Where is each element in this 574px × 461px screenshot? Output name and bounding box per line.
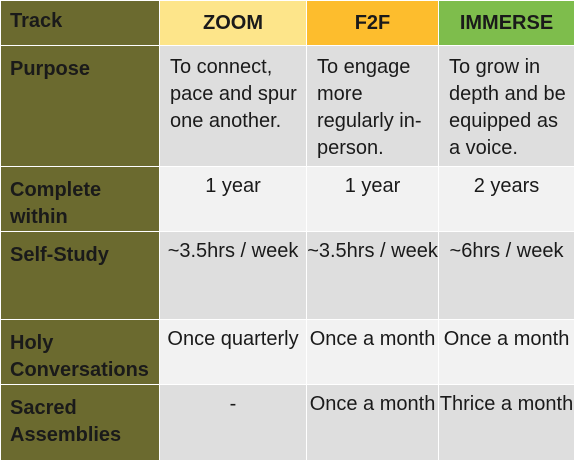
complete-within-row: Complete within 1 year 1 year 2 years — [1, 167, 574, 232]
sacred-assemblies-f2f: Once a month — [307, 385, 439, 461]
complete-within-f2f: 1 year — [307, 167, 439, 232]
purpose-f2f: To engage more regularly in-person. — [307, 46, 439, 167]
holy-conversations-label: Holy Conversations — [1, 320, 160, 385]
sacred-assemblies-label: Sacred Assemblies — [1, 385, 160, 461]
purpose-zoom: To connect, pace and spur one another. — [160, 46, 307, 167]
purpose-label: Purpose — [1, 46, 160, 167]
sacred-assemblies-zoom: - — [160, 385, 307, 461]
self-study-f2f: ~3.5hrs / week — [307, 232, 439, 320]
sacred-assemblies-row: Sacred Assemblies - Once a month Thrice … — [1, 385, 574, 461]
immerse-column-header: IMMERSE — [439, 1, 574, 46]
complete-within-immerse: 2 years — [439, 167, 574, 232]
purpose-row: Purpose To connect, pace and spur one an… — [1, 46, 574, 167]
purpose-immerse: To grow in depth and be equipped as a vo… — [439, 46, 574, 167]
self-study-row: Self-Study ~3.5hrs / week ~3.5hrs / week… — [1, 232, 574, 320]
header-row: Track ZOOM F2F IMMERSE — [1, 1, 574, 46]
self-study-zoom: ~3.5hrs / week — [160, 232, 307, 320]
holy-conversations-f2f: Once a month — [307, 320, 439, 385]
holy-conversations-immerse: Once a month — [439, 320, 574, 385]
track-header: Track — [1, 1, 160, 46]
f2f-column-header: F2F — [307, 1, 439, 46]
sacred-assemblies-immerse: Thrice a month — [439, 385, 574, 461]
self-study-label: Self-Study — [1, 232, 160, 320]
self-study-immerse: ~6hrs / week — [439, 232, 574, 320]
holy-conversations-row: Holy Conversations Once quarterly Once a… — [1, 320, 574, 385]
zoom-column-header: ZOOM — [160, 1, 307, 46]
complete-within-label: Complete within — [1, 167, 160, 232]
complete-within-zoom: 1 year — [160, 167, 307, 232]
holy-conversations-zoom: Once quarterly — [160, 320, 307, 385]
